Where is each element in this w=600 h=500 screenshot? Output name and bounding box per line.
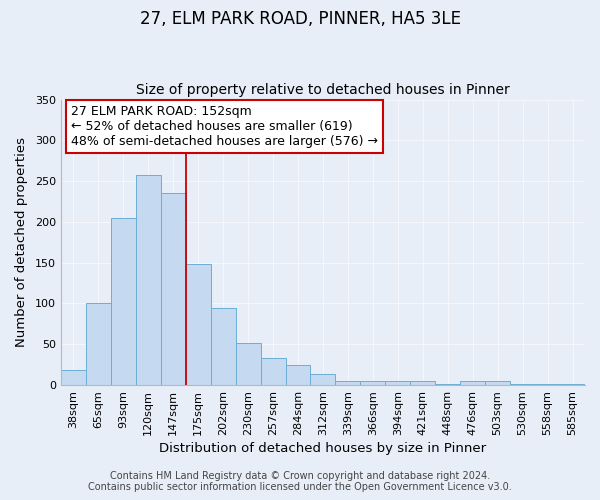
Bar [385, 381, 410, 385]
Bar [361, 381, 385, 385]
Text: Contains HM Land Registry data © Crown copyright and database right 2024.
Contai: Contains HM Land Registry data © Crown c… [88, 471, 512, 492]
Bar [485, 381, 510, 385]
Bar [410, 381, 435, 385]
Bar [560, 384, 585, 385]
Bar [260, 358, 286, 385]
Bar [111, 218, 136, 385]
Bar [161, 194, 186, 385]
Bar [435, 384, 460, 385]
X-axis label: Distribution of detached houses by size in Pinner: Distribution of detached houses by size … [160, 442, 487, 455]
Bar [535, 384, 560, 385]
Y-axis label: Number of detached properties: Number of detached properties [15, 138, 28, 348]
Text: 27 ELM PARK ROAD: 152sqm
← 52% of detached houses are smaller (619)
48% of semi-: 27 ELM PARK ROAD: 152sqm ← 52% of detach… [71, 106, 379, 148]
Bar [335, 381, 361, 385]
Bar [286, 364, 310, 385]
Bar [460, 381, 485, 385]
Text: 27, ELM PARK ROAD, PINNER, HA5 3LE: 27, ELM PARK ROAD, PINNER, HA5 3LE [139, 10, 461, 28]
Bar [510, 384, 535, 385]
Bar [236, 342, 260, 385]
Title: Size of property relative to detached houses in Pinner: Size of property relative to detached ho… [136, 83, 510, 97]
Bar [136, 174, 161, 385]
Bar [86, 304, 111, 385]
Bar [310, 374, 335, 385]
Bar [211, 308, 236, 385]
Bar [61, 370, 86, 385]
Bar [186, 264, 211, 385]
